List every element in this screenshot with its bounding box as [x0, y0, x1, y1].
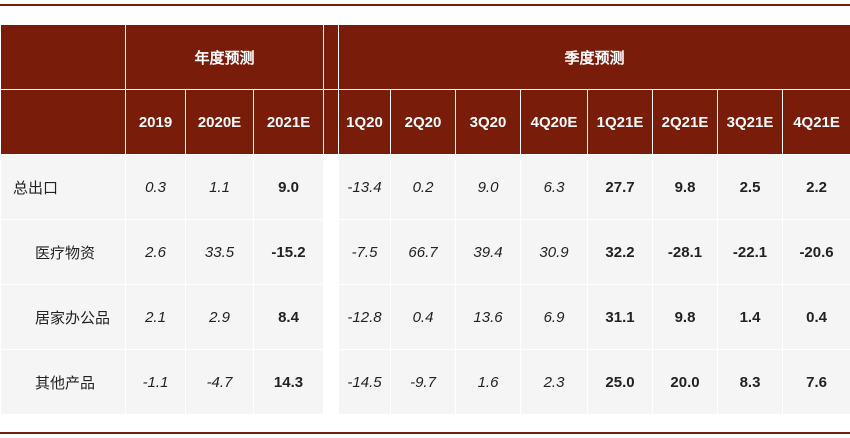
group-header: 年度预测 [124, 25, 325, 90]
top-rule [0, 4, 850, 6]
table-cell: 1.4 [717, 284, 784, 350]
row-label: 医疗物资 [0, 219, 126, 285]
column-header: 3Q21E [717, 89, 784, 155]
table-cell: -14.5 [338, 349, 392, 414]
table-cell: -1.1 [125, 349, 186, 414]
table-cell: -13.4 [338, 154, 392, 220]
table-cell: -28.1 [652, 219, 719, 285]
header-blank [0, 25, 126, 90]
table-cell: 9.0 [252, 154, 325, 220]
table-cell: 7.6 [782, 349, 850, 414]
header-gap [323, 89, 340, 155]
table-cell: 9.8 [652, 154, 719, 220]
row-label: 居家办公品 [0, 284, 126, 350]
table-cell: 2.1 [125, 284, 186, 350]
table-row: 居家办公品 2.1 2.9 8.4 -12.8 0.4 13.6 6.9 31.1 9.8 1.4 0… [0, 284, 850, 350]
table-cell: -20.6 [782, 219, 850, 285]
table-cell: -4.7 [185, 349, 254, 414]
table-cell: 2.9 [185, 284, 254, 350]
table-cell: 0.3 [125, 154, 186, 220]
bottom-rule [0, 432, 850, 434]
table-cell: -9.7 [390, 349, 457, 414]
table-cell: 9.0 [455, 154, 522, 220]
table-row: 年度预测 季度预测 [0, 25, 850, 90]
table-row: 总出口 0.3 1.1 9.0 -13.4 0.2 9.0 6.3 27.7 9.8 2.5 2.2 [0, 154, 850, 220]
header-gap [323, 25, 340, 90]
header-blank [0, 89, 126, 155]
table-row: 其他产品 -1.1 -4.7 14.3 -14.5 -9.7 1.6 2.3 25.0 20.0 8… [0, 349, 850, 414]
table-cell: 0.4 [390, 284, 457, 350]
column-header: 3Q20 [455, 89, 522, 155]
table-cell: 13.6 [455, 284, 522, 350]
table-cell: 31.1 [587, 284, 654, 350]
row-label: 总出口 [0, 154, 126, 220]
table-cell: -12.8 [338, 284, 392, 350]
table-cell: 1.6 [455, 349, 522, 414]
row-label: 其他产品 [0, 349, 126, 414]
table-cell: 0.4 [782, 284, 850, 350]
cell-gap [323, 219, 340, 285]
cell-gap [323, 284, 340, 350]
table-cell: 6.3 [520, 154, 589, 220]
table-cell: 2.2 [782, 154, 850, 220]
table-cell: 0.2 [390, 154, 457, 220]
column-header: 2Q21E [652, 89, 719, 155]
table-cell: 8.3 [717, 349, 784, 414]
table-cell: 8.4 [252, 284, 325, 350]
table-cell: 2.5 [717, 154, 784, 220]
table-cell: 66.7 [390, 219, 457, 285]
group-header: 季度预测 [338, 25, 850, 90]
table-cell: 6.9 [520, 284, 589, 350]
table-cell: 30.9 [520, 219, 589, 285]
cell-gap [323, 349, 340, 414]
table-cell: -7.5 [338, 219, 392, 285]
data-table: 年度预测 季度预测 2019 2020E 2021E 1Q20 2Q20 3Q20 4Q20E 1… [0, 25, 850, 414]
column-header: 4Q21E [782, 89, 850, 155]
column-header: 4Q20E [520, 89, 589, 155]
table-cell: 32.2 [587, 219, 654, 285]
column-header: 1Q21E [587, 89, 654, 155]
column-header: 2Q20 [390, 89, 457, 155]
table-row: 医疗物资 2.6 33.5 -15.2 -7.5 66.7 39.4 30.9 32.2 -28.… [0, 219, 850, 285]
table-cell: -15.2 [252, 219, 325, 285]
table-cell: 39.4 [455, 219, 522, 285]
table-cell: 20.0 [652, 349, 719, 414]
table-cell: 33.5 [185, 219, 254, 285]
table-cell: 1.1 [185, 154, 254, 220]
column-header: 2020E [185, 89, 254, 155]
table-row: 2019 2020E 2021E 1Q20 2Q20 3Q20 4Q20E 1Q21E 2Q21… [0, 89, 850, 155]
table-cell: 2.6 [125, 219, 186, 285]
table-cell: 25.0 [587, 349, 654, 414]
column-header: 2021E [252, 89, 325, 155]
table-cell: 27.7 [587, 154, 654, 220]
table-cell: -22.1 [717, 219, 784, 285]
table-cell: 14.3 [252, 349, 325, 414]
column-header: 1Q20 [338, 89, 392, 155]
column-header: 2019 [125, 89, 186, 155]
cell-gap [323, 154, 340, 220]
table-cell: 9.8 [652, 284, 719, 350]
table-cell: 2.3 [520, 349, 589, 414]
